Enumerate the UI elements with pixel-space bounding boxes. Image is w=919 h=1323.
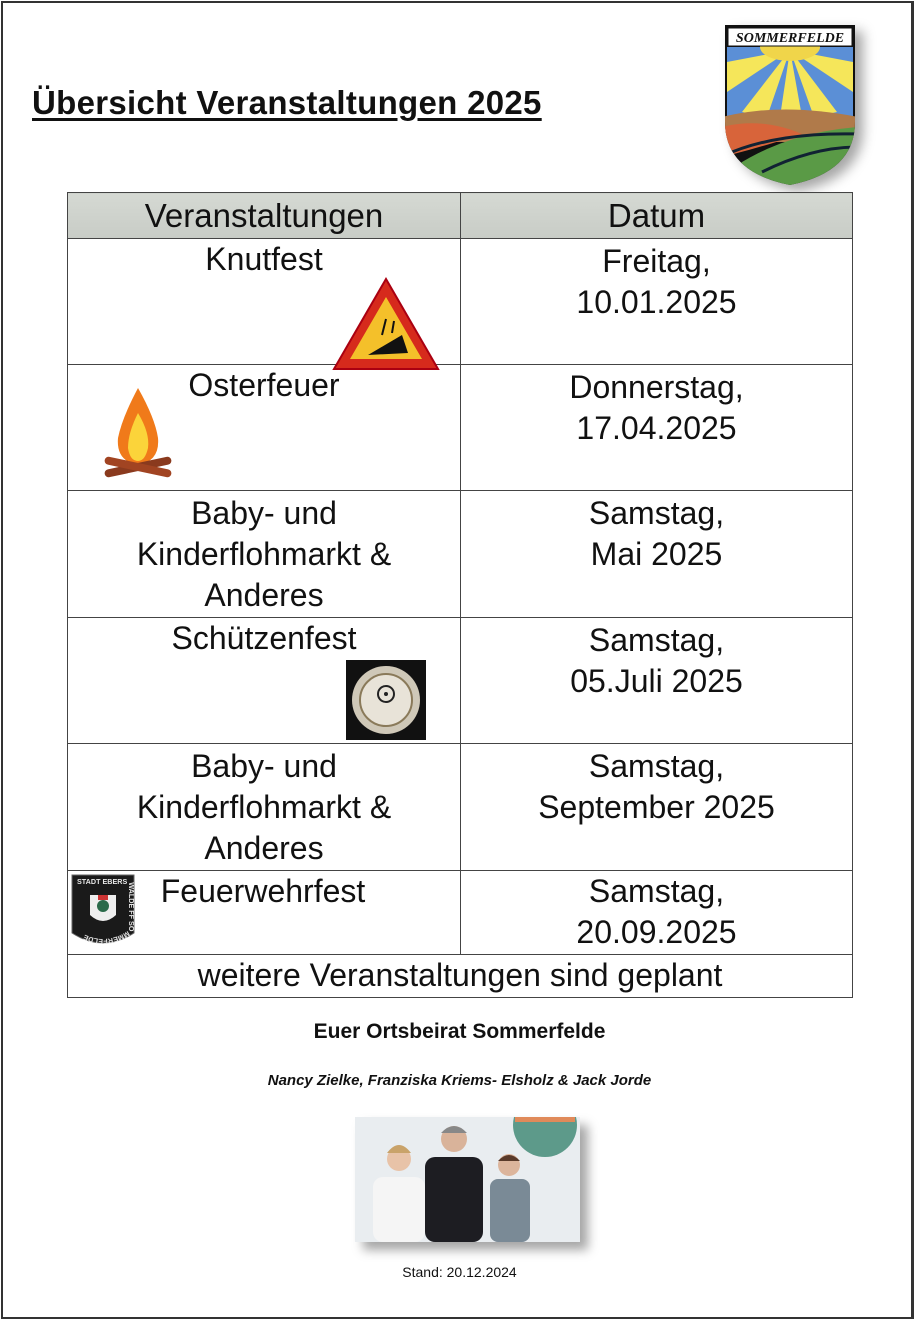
event-date: Samstag, September 2025 [460,743,853,871]
table-footer-note: weitere Veranstaltungen sind geplant [67,954,853,998]
tree-warning-sign-icon [332,277,440,370]
event-name: Knutfest [205,241,323,277]
target-emblem-icon [346,660,426,740]
crest-text: SOMMERFELDE [736,31,844,46]
event-name: Baby- und Kinderflohmarkt & Anderes [67,743,461,871]
table-row: Baby- und Kinderflohmarkt & Anderes Sams… [67,490,853,618]
event-date: Samstag, 05.Juli 2025 [460,617,853,744]
header-date: Datum [460,192,853,239]
sommerfelde-crest-logo: SOMMERFELDE [725,25,855,185]
organization-name: Euer Ortsbeirat Sommerfelde [313,1020,606,1043]
event-date: Freitag, 10.01.2025 [460,238,853,365]
fire-brigade-badge-icon: STADT EBERSWALDE FF SOMMERFELDE [71,874,136,946]
campfire-icon [104,388,172,478]
header-events: Veranstaltungen [67,192,461,239]
member-names: Nancy Zielke, Franziska Kriems- Elsholz … [267,1072,652,1089]
table-row: Knutfest Freitag, 10.01.2025 [67,238,853,370]
group-photo [355,1117,580,1242]
stand-date: Stand: 20.12.2024 [402,1264,517,1280]
table-header-row: Veranstaltungen Datum [67,192,853,239]
events-table: Veranstaltungen Datum Knutfest Freitag, … [67,192,853,998]
event-date: Samstag, 20.09.2025 [460,870,853,955]
page-title: Übersicht Veranstaltungen 2025 [32,84,542,121]
event-name: Osterfeuer [188,367,340,403]
event-date: Samstag, Mai 2025 [460,490,853,618]
table-row: Feuerwehrfest STADT EBERSWALDE FF SOMMER… [67,870,853,955]
event-date: Donnerstag, 17.04.2025 [460,364,853,491]
event-name: Feuerwehrfest [160,873,366,909]
event-name: Schützenfest [171,620,357,656]
event-name: Baby- und Kinderflohmarkt & Anderes [67,490,461,618]
table-row: Osterfeuer Donnerstag, 17.04.2025 [67,364,853,491]
table-row: Schützenfest Samstag, 05.Juli 2025 [67,617,853,744]
table-footer-row: weitere Veranstaltungen sind geplant [67,954,853,998]
table-row: Baby- und Kinderflohmarkt & Anderes Sams… [67,743,853,871]
